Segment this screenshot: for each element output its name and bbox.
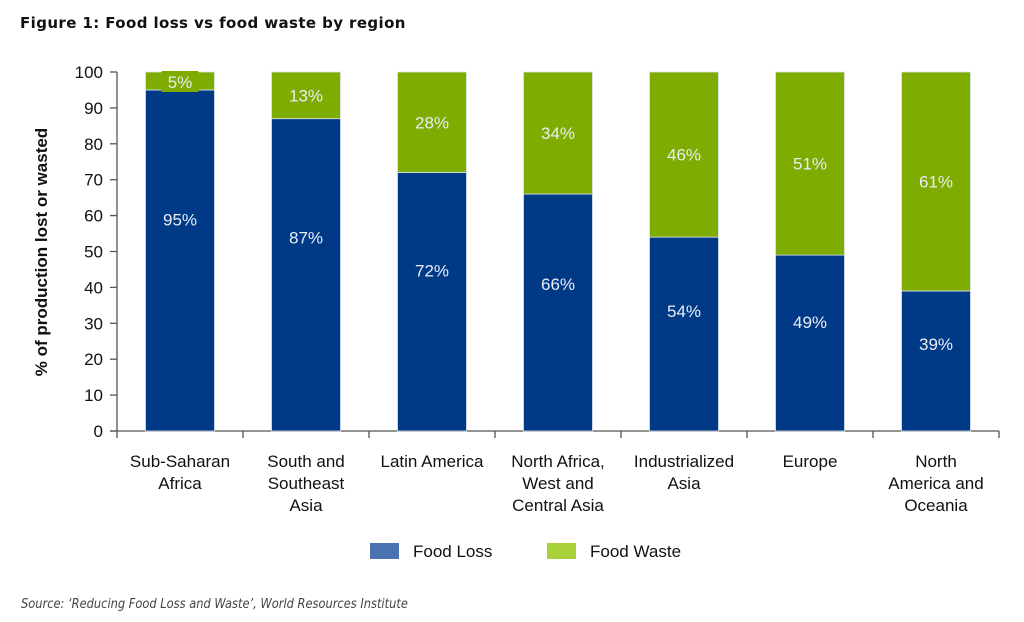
y-tick-label: 100 xyxy=(75,63,103,82)
data-label-food-loss: 95% xyxy=(163,211,197,230)
legend: Food Loss Food Waste xyxy=(370,542,681,561)
x-tick-label: North Africa, West and Central Asia xyxy=(511,452,605,515)
bar-food-loss xyxy=(523,193,593,432)
bar-food-loss xyxy=(901,290,971,432)
data-label-food-loss: 39% xyxy=(919,335,953,354)
x-tick-label-line: West and xyxy=(522,474,594,493)
data-label-food-waste: 28% xyxy=(415,113,449,132)
bar-food-loss xyxy=(649,236,719,432)
legend-label: Food Waste xyxy=(590,542,681,561)
legend-item-food-waste: Food Waste xyxy=(547,542,681,561)
x-tick-label: Sub-Saharan Africa xyxy=(130,452,230,493)
y-axis-label: % of production lost or wasted xyxy=(32,128,51,376)
category-labels: Sub-Saharan Africa South and Southeast Asia L… xyxy=(130,452,984,515)
bar-food-loss xyxy=(271,118,341,432)
bar-food-waste xyxy=(397,71,467,173)
bar-food-waste xyxy=(775,71,845,256)
data-label-food-waste: 13% xyxy=(289,86,323,105)
y-tick-label: 80 xyxy=(84,135,103,154)
data-label-food-waste: 5% xyxy=(168,73,193,92)
bar-food-loss xyxy=(397,172,467,432)
data-label-food-waste: 61% xyxy=(919,172,953,191)
x-tick-label-line: North Africa, xyxy=(511,452,605,471)
x-tick-label: Industrialized Asia xyxy=(634,452,734,493)
data-label-food-loss: 87% xyxy=(289,228,323,247)
x-tick-label-line: Sub-Saharan xyxy=(130,452,230,471)
data-label-food-loss: 66% xyxy=(541,275,575,294)
y-tick-label: 60 xyxy=(84,207,103,226)
data-label-food-loss: 54% xyxy=(667,302,701,321)
bar-food-waste xyxy=(271,71,341,120)
x-tick-label: Europe xyxy=(783,452,838,471)
x-tick-label: South and Southeast Asia xyxy=(267,452,345,515)
y-tick-label: 10 xyxy=(84,386,103,405)
x-tick-label-line: Southeast xyxy=(268,474,345,493)
y-tick-label: 40 xyxy=(84,278,103,297)
bar-food-waste xyxy=(901,71,971,292)
legend-label: Food Loss xyxy=(413,542,492,561)
x-tick-label-line: Asia xyxy=(667,474,701,493)
bar-food-waste xyxy=(649,71,719,238)
x-tick-label-line: Industrialized xyxy=(634,452,734,471)
y-tick-label: 20 xyxy=(84,350,103,369)
bars xyxy=(145,71,971,432)
x-tick-label: Latin America xyxy=(381,452,485,471)
data-label-food-waste: 51% xyxy=(793,155,827,174)
chart-title: Figure 1: Food loss vs food waste by reg… xyxy=(20,14,406,32)
y-tick-label: 30 xyxy=(84,314,103,333)
data-labels: 95% 5% 87% 13% 72% 28% 66% 34% 54% 46% 49% 51% 39% 61… xyxy=(161,71,953,354)
data-label-food-waste: 34% xyxy=(541,124,575,143)
x-tick-label-line: Asia xyxy=(289,496,323,515)
x-tick-label-line: America and xyxy=(888,474,983,493)
data-label-box xyxy=(161,71,199,92)
data-label-food-loss: 72% xyxy=(415,262,449,281)
x-tick-label: North America and Oceania xyxy=(888,452,983,515)
data-label-food-waste: 46% xyxy=(667,146,701,165)
legend-swatch xyxy=(547,543,576,559)
x-tick-label-line: Africa xyxy=(158,474,202,493)
bar-food-waste xyxy=(523,71,593,195)
x-tick-label-line: North xyxy=(915,452,957,471)
x-tick-label-line: Latin America xyxy=(381,452,485,471)
legend-item-food-loss: Food Loss xyxy=(370,542,492,561)
y-tick-label: 70 xyxy=(84,171,103,190)
y-tick-label: 0 xyxy=(94,422,103,441)
legend-swatch xyxy=(370,543,399,559)
x-tick-label-line: South and xyxy=(267,452,345,471)
y-tick-label: 90 xyxy=(84,99,103,118)
bar-food-loss xyxy=(145,89,215,432)
bar-food-loss xyxy=(775,254,845,432)
data-label-food-loss: 49% xyxy=(793,313,827,332)
x-tick-label-line: Central Asia xyxy=(512,496,604,515)
source-note: Source: ‘Reducing Food Loss and Waste’, … xyxy=(21,597,408,612)
x-tick-label-line: Oceania xyxy=(904,496,968,515)
y-tick-label: 50 xyxy=(84,243,103,262)
x-tick-label-line: Europe xyxy=(783,452,838,471)
